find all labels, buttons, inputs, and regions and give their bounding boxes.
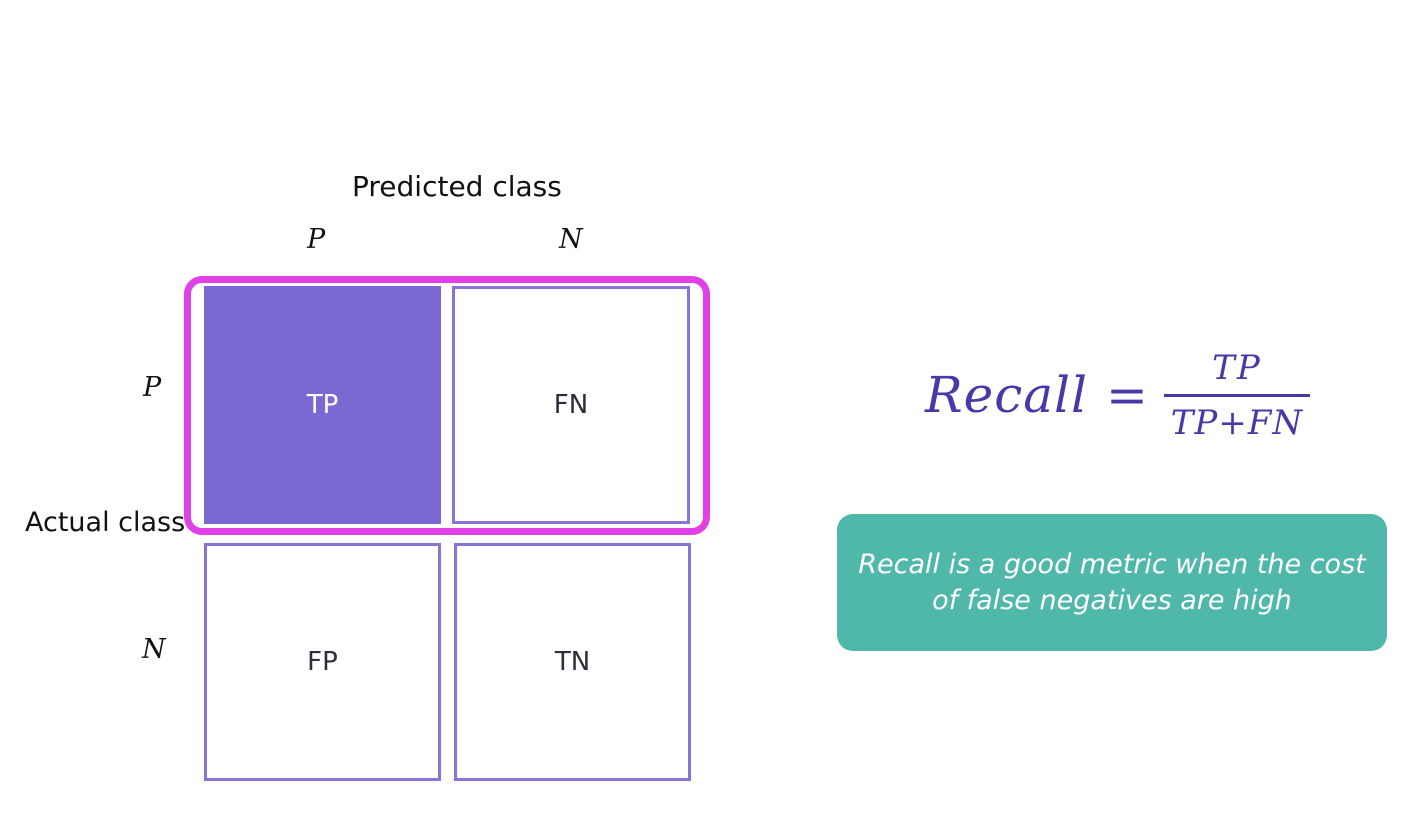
predicted-class-title: Predicted class [352, 170, 562, 203]
recall-note-box: Recall is a good metric when the cost of… [837, 514, 1387, 651]
cell-false-positive: FP [204, 543, 441, 781]
cell-true-negative: TN [454, 543, 691, 781]
column-label-p: P [307, 224, 326, 255]
column-label-n: N [559, 224, 583, 255]
formula-numerator: TP [1212, 347, 1262, 388]
cell-true-positive: TP [204, 286, 441, 524]
formula-equals: = [1106, 366, 1148, 424]
formula-denominator: TP+FN [1170, 402, 1304, 443]
fraction-bar [1163, 393, 1310, 397]
recall-note-text: Recall is a good metric when the cost of… [858, 548, 1366, 616]
formula-lhs: Recall [925, 366, 1089, 424]
cell-false-negative: FN [452, 286, 690, 524]
actual-class-title: Actual class [25, 507, 186, 538]
recall-formula: Recall = TP TP+FN [925, 340, 1310, 450]
formula-fraction: TP TP+FN [1163, 347, 1310, 443]
row-label-n: N [142, 634, 166, 665]
row-label-p: P [143, 372, 162, 403]
